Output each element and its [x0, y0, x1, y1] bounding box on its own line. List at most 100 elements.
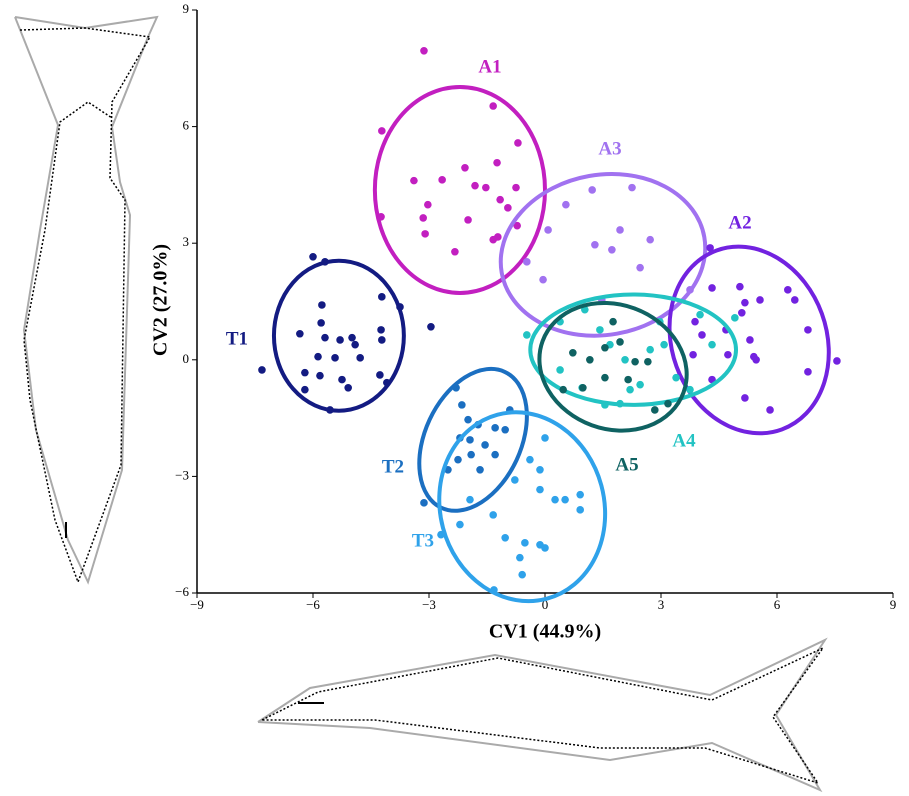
data-point: [466, 496, 474, 504]
data-point: [491, 451, 499, 459]
data-point: [784, 286, 792, 294]
data-point: [348, 334, 356, 342]
data-point: [731, 314, 739, 322]
data-point: [628, 184, 636, 192]
data-point: [626, 386, 634, 394]
data-point: [696, 311, 704, 319]
data-point: [451, 248, 459, 256]
data-point: [541, 544, 549, 552]
data-point: [427, 323, 435, 331]
data-point: [576, 491, 584, 499]
data-point: [766, 406, 774, 414]
data-point: [756, 296, 764, 304]
data-point: [588, 186, 596, 194]
data-point: [576, 506, 584, 514]
data-point: [383, 379, 391, 387]
chart: −9−6−30369−6−30369A1A3A2A4A5T1T2T3 CV1 (…: [0, 0, 909, 796]
data-point: [338, 376, 346, 384]
data-point: [706, 244, 714, 252]
data-point: [539, 276, 547, 284]
data-point: [491, 424, 499, 432]
data-point: [494, 233, 502, 241]
y-tick-label: −6: [175, 584, 189, 599]
data-point: [736, 283, 744, 291]
data-point: [296, 330, 304, 338]
data-point: [396, 303, 404, 311]
data-point: [636, 381, 644, 389]
data-point: [467, 451, 475, 459]
data-point: [437, 531, 445, 539]
data-point: [544, 226, 552, 234]
data-point: [752, 356, 760, 364]
data-point: [258, 366, 266, 374]
data-point: [646, 236, 654, 244]
data-point: [724, 351, 732, 359]
data-point: [689, 351, 697, 359]
data-point: [746, 336, 754, 344]
data-point: [461, 164, 469, 172]
data-point: [356, 354, 364, 362]
fish-outline-horizontal: [258, 640, 825, 790]
data-point: [569, 349, 577, 357]
data-point: [482, 184, 490, 192]
data-point: [686, 386, 694, 394]
data-point: [377, 213, 385, 221]
data-point: [377, 326, 385, 334]
data-point: [562, 201, 570, 209]
data-point: [624, 376, 632, 384]
y-axis-label: CV2 (27.0%): [150, 244, 172, 356]
data-point: [651, 406, 659, 414]
x-tick-label: −9: [190, 597, 204, 612]
data-point: [591, 241, 599, 249]
data-point: [314, 353, 322, 361]
data-point: [660, 341, 668, 349]
data-point: [691, 318, 699, 326]
data-point: [301, 369, 309, 377]
data-point: [421, 230, 429, 238]
y-tick-label: 3: [183, 234, 190, 249]
data-point: [738, 309, 746, 317]
data-point: [664, 400, 672, 408]
group-label: A5: [615, 454, 638, 475]
data-point: [424, 201, 432, 209]
data-point: [344, 384, 352, 392]
data-point: [378, 336, 386, 344]
data-point: [438, 176, 446, 184]
data-point: [378, 293, 386, 301]
data-point: [523, 258, 531, 266]
y-tick-label: −3: [175, 467, 189, 482]
data-point: [481, 441, 489, 449]
data-point: [456, 521, 464, 529]
data-point: [708, 284, 716, 292]
data-point: [420, 499, 428, 507]
data-point: [791, 296, 799, 304]
data-point: [608, 246, 616, 254]
data-point: [561, 496, 569, 504]
data-point: [466, 436, 474, 444]
data-point: [321, 258, 329, 266]
data-point: [420, 47, 428, 55]
group-label: A4: [672, 430, 696, 451]
group-label: A2: [728, 212, 751, 233]
data-point: [464, 216, 472, 224]
data-point: [741, 394, 749, 402]
data-point: [514, 139, 522, 147]
confidence-ellipse: [274, 261, 404, 411]
data-point: [336, 336, 344, 344]
data-point: [476, 466, 484, 474]
data-point: [698, 331, 706, 339]
data-point: [616, 226, 624, 234]
data-point: [601, 401, 609, 409]
data-point: [636, 264, 644, 272]
data-point: [490, 586, 498, 594]
data-point: [536, 486, 544, 494]
x-tick-label: −6: [306, 597, 320, 612]
data-point: [686, 286, 694, 294]
data-point: [326, 406, 334, 414]
x-axis-label: CV1 (44.9%): [489, 621, 601, 643]
data-point: [526, 456, 534, 464]
data-point: [376, 371, 384, 379]
y-tick-label: 9: [183, 1, 190, 16]
data-point: [378, 127, 386, 135]
